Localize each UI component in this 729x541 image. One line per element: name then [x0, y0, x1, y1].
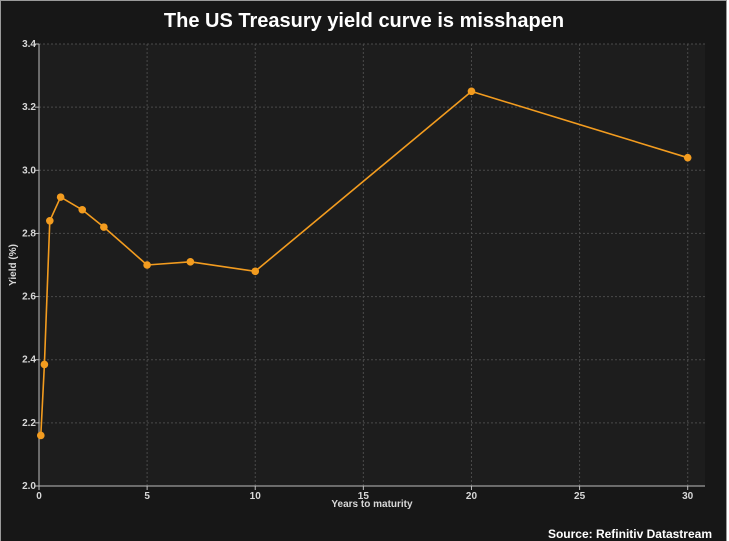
data-point	[186, 258, 195, 266]
data-point	[40, 360, 49, 369]
x-tick-label: 5	[144, 491, 150, 502]
data-point	[36, 431, 45, 440]
y-axis-title: Yield (%)	[8, 244, 19, 286]
axes: 2.0 2.2 2.4 2.6 2.8 3.0 3.2 3.4 0 5 10 15 20 25 30	[22, 39, 705, 502]
x-tick-label: 0	[36, 491, 42, 502]
x-tick-label: 15	[358, 491, 370, 502]
data-point	[683, 153, 692, 162]
data-point	[56, 193, 65, 201]
y-tick-label: 2.2	[22, 418, 36, 429]
chart-title: The US Treasury yield curve is misshapen	[164, 10, 564, 32]
x-tick-label: 30	[682, 491, 694, 502]
data-point	[143, 261, 151, 269]
y-tick-label: 3.0	[22, 165, 36, 176]
x-tick-label: 25	[574, 491, 586, 502]
series-yield	[36, 87, 692, 440]
x-tick-label: 20	[466, 491, 478, 502]
y-tick-label: 3.4	[22, 39, 36, 50]
y-tick-label: 2.4	[22, 355, 36, 366]
y-tick-label: 2.6	[22, 292, 36, 303]
data-point	[467, 87, 476, 96]
x-tick-label: 10	[250, 491, 262, 502]
data-point	[78, 205, 87, 214]
grid-lines	[39, 43, 705, 486]
source-note: Source: Refinitiv Datastream	[548, 527, 712, 541]
y-tick-label: 2.8	[22, 228, 36, 239]
x-axis-title: Years to maturity	[331, 499, 413, 510]
y-tick-label: 3.2	[22, 102, 36, 113]
plot-area	[39, 44, 705, 486]
data-point	[251, 267, 260, 276]
data-point	[100, 223, 108, 231]
y-tick-label: 2.0	[22, 481, 36, 492]
data-point	[46, 217, 54, 225]
